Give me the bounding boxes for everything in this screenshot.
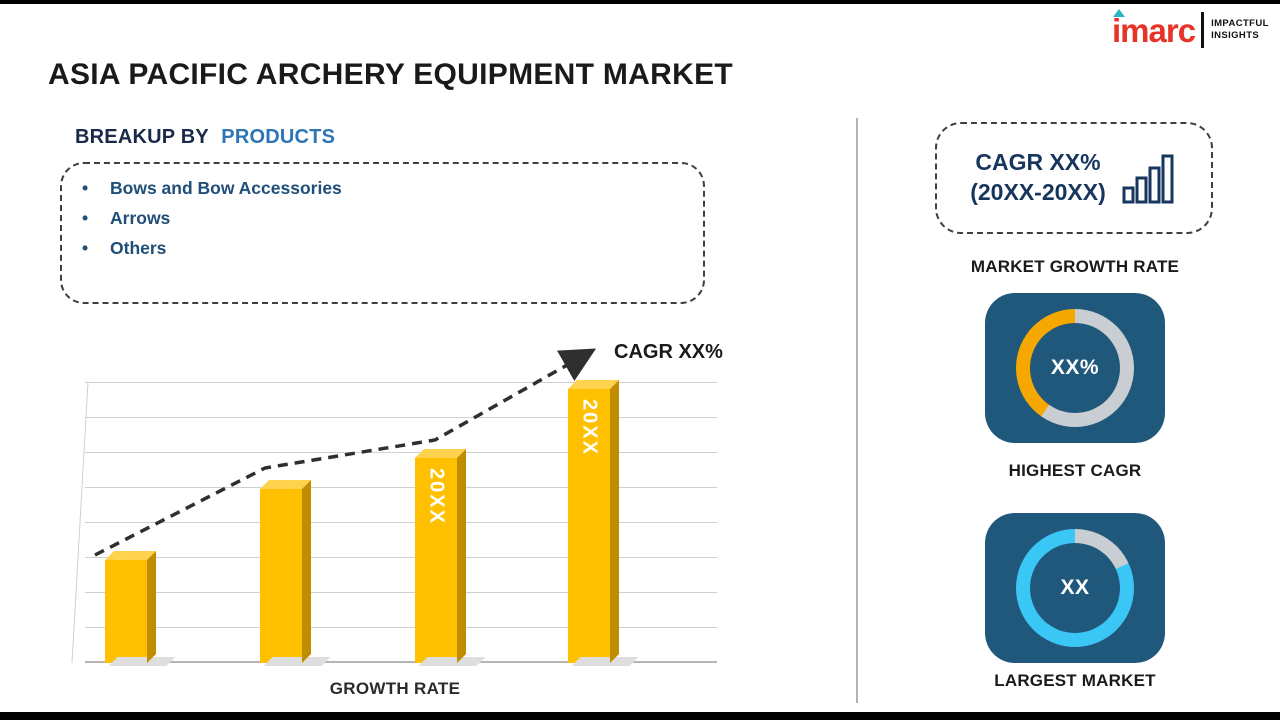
breakup-heading: BREAKUP BY PRODUCTS — [75, 126, 335, 149]
breakup-products-box: Bows and Bow Accessories Arrows Others — [60, 162, 705, 304]
market-growth-rate-label: MARKET GROWTH RATE — [970, 257, 1180, 276]
page-title: ASIA PACIFIC ARCHERY EQUIPMENT MARKET — [48, 58, 734, 91]
bar-label-20xx: 20XX — [578, 399, 601, 457]
largest-market-label: LARGEST MARKET — [994, 671, 1156, 690]
bar-year-1 — [105, 560, 176, 666]
highest-cagr-panel: XX% — [985, 293, 1165, 443]
breakup-heading-highlight: PRODUCTS — [221, 126, 336, 148]
highest-cagr-donut-chart: XX% — [1016, 309, 1134, 427]
bar-shadow — [571, 657, 639, 666]
breakup-products-list: Bows and Bow Accessories Arrows Others — [62, 164, 703, 259]
bar-year-3: 20XX — [415, 457, 486, 666]
largest-market-donut-chart: XX — [1016, 529, 1134, 647]
list-item-arrows: Arrows — [62, 208, 703, 229]
highest-cagr-label: HIGHEST CAGR — [1008, 461, 1142, 480]
bar-label-20xx: 20XX — [425, 467, 448, 525]
list-item-bows: Bows and Bow Accessories — [62, 178, 703, 199]
tagline-line-1: IMPACTFUL — [1211, 17, 1269, 29]
largest-market-panel: XX — [985, 513, 1165, 663]
bar-shadow — [418, 657, 486, 666]
cagr-trend-label: CAGR XX% — [614, 341, 723, 363]
growth-rate-bar-chart: 20XX 20XX — [70, 380, 720, 666]
logo-tagline: IMPACTFUL INSIGHTS — [1211, 18, 1269, 43]
cagr-value-line: CAGR XX% — [975, 149, 1101, 176]
bottom-border-strip — [0, 712, 1280, 720]
breakup-heading-prefix: BREAKUP BY — [75, 126, 209, 148]
cagr-period-line: (20XX-20XX) — [970, 179, 1106, 205]
highest-cagr-value: XX% — [1050, 356, 1100, 379]
top-border-strip — [0, 0, 1280, 4]
brand-accent-icon — [1113, 8, 1125, 17]
bar-chart-icon — [1122, 154, 1174, 204]
imarc-logo: imarc IMPACTFUL INSIGHTS — [1112, 8, 1269, 49]
largest-market-value: XX — [1060, 576, 1090, 599]
list-item-others: Others — [62, 238, 703, 259]
bar-shadow — [108, 657, 176, 666]
tagline-line-2: INSIGHTS — [1211, 30, 1260, 41]
brand-text: imarc — [1112, 11, 1196, 49]
cagr-summary-text: CAGR XX% (20XX-20XX) — [970, 148, 1106, 208]
bar-year-4: 20XX — [568, 389, 639, 666]
chart-gridlines — [85, 382, 717, 663]
vertical-divider — [856, 118, 858, 703]
bar-shadow — [263, 657, 331, 666]
logo-divider — [1201, 12, 1205, 48]
brand-wordmark: imarc — [1112, 8, 1196, 49]
cagr-summary-box: CAGR XX% (20XX-20XX) — [935, 122, 1213, 234]
bar-year-2 — [260, 489, 331, 666]
growth-rate-axis-label: GROWTH RATE — [329, 679, 461, 698]
